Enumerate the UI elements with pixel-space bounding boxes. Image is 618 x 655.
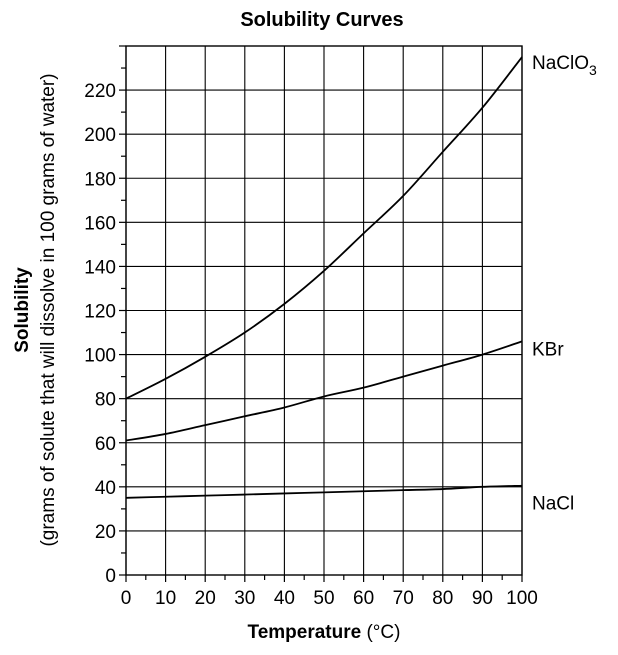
tick-marks	[119, 45, 523, 582]
series-label-naclo: NaClO3	[532, 53, 597, 78]
series-line-naclo	[125, 56, 523, 400]
x-tick-label: 30	[234, 588, 255, 609]
series-label-name: NaClO	[532, 53, 589, 74]
x-tick-label: 90	[472, 588, 493, 609]
series-label-name: KBr	[532, 339, 564, 360]
y-tick-label: 200	[84, 125, 116, 146]
series-label-kbr: KBr	[532, 339, 564, 360]
x-axis-label-bold: Temperature	[248, 622, 362, 643]
x-tick-label: 50	[313, 588, 334, 609]
x-tick-label: 100	[506, 588, 538, 609]
y-tick-labels: 0 20 40 60 80 100 120 140 160 180 200 220	[84, 81, 116, 587]
y-tick-label: 140	[84, 257, 116, 278]
y-axis-label: Solubility	[12, 267, 33, 353]
y-axis-sublabel: (grams of solute that will dissolve in 1…	[38, 73, 59, 546]
y-tick-label: 0	[105, 566, 116, 587]
series-label-nacl: NaCl	[532, 494, 574, 515]
y-tick-label: 100	[84, 346, 116, 367]
x-tick-labels: 0 10 20 30 40 50 60 70 80 90 100	[121, 588, 538, 609]
y-axis-label-main: Solubility	[12, 267, 33, 353]
series-line-nacl	[125, 484, 523, 499]
y-tick-label: 220	[84, 81, 116, 102]
x-tick-label: 80	[432, 588, 453, 609]
x-axis-label-unit: (°C)	[361, 622, 400, 643]
y-tick-label: 80	[95, 390, 116, 411]
series-label-subscript: 3	[589, 62, 597, 78]
y-tick-label: 180	[84, 169, 116, 190]
x-tick-label: 40	[274, 588, 295, 609]
y-tick-label: 60	[95, 434, 116, 455]
series-label-name: NaCl	[532, 494, 574, 515]
y-tick-label: 160	[84, 213, 116, 234]
x-tick-label: 20	[195, 588, 216, 609]
series-lines	[125, 56, 523, 499]
x-tick-label: 60	[353, 588, 374, 609]
x-tick-label: 0	[121, 588, 132, 609]
series-line-kbr	[125, 340, 523, 442]
series-labels: NaClO3 KBr NaCl	[532, 53, 597, 515]
y-tick-label: 120	[84, 302, 116, 323]
y-axis-label-sub: (grams of solute that will dissolve in 1…	[38, 73, 59, 546]
y-tick-label: 20	[95, 522, 116, 543]
x-tick-label: 70	[393, 588, 414, 609]
y-tick-label: 40	[95, 478, 116, 499]
x-axis-label: Temperature (°C)	[248, 622, 401, 643]
x-tick-label: 10	[155, 588, 176, 609]
chart-title: Solubility Curves	[240, 9, 403, 31]
